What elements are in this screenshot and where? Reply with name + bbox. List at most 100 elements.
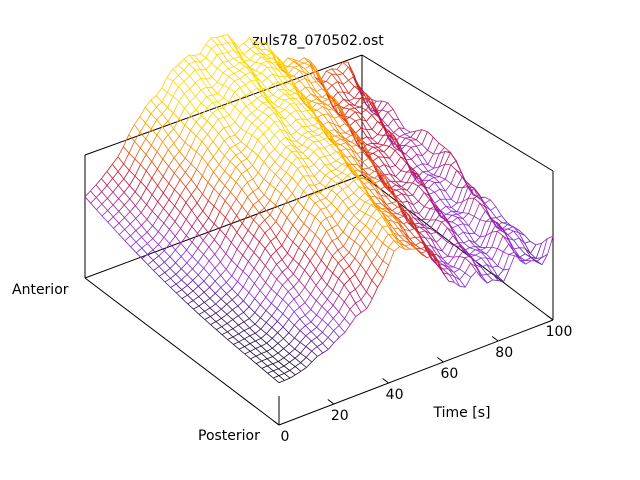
surface-line-time — [249, 340, 256, 344]
surface-line-position — [238, 46, 245, 56]
surface-line-time — [496, 215, 502, 219]
surface-line-time — [401, 182, 408, 188]
surface-line-position — [365, 253, 373, 263]
surface-line-position — [359, 220, 366, 226]
surface-line-position — [184, 124, 191, 131]
surface-line-time — [325, 163, 331, 166]
surface-line-time — [233, 341, 239, 345]
surface-line-time — [227, 336, 234, 340]
surface-line-time — [391, 200, 398, 204]
surface-line-time — [305, 309, 312, 316]
surface-line-time — [298, 253, 305, 265]
surface-line-time — [195, 102, 202, 110]
surface-line-position — [250, 91, 258, 99]
surface-line-position — [330, 170, 337, 177]
surface-line-time — [173, 118, 180, 129]
surface-line-position — [475, 254, 482, 259]
surface-line-position — [395, 189, 403, 194]
surface-line-time — [157, 158, 164, 170]
surface-line-time — [211, 44, 217, 49]
surface-line-time — [219, 185, 226, 195]
surface-line-position — [322, 343, 329, 350]
surface-line-time — [380, 177, 386, 182]
surface-line-time — [306, 116, 313, 121]
surface-line-time — [354, 264, 361, 275]
surface-line-time — [391, 206, 398, 212]
surface-line-time — [370, 208, 377, 217]
surface-line-time — [222, 76, 229, 86]
surface-line-time — [333, 325, 340, 331]
surface-line-time — [203, 246, 210, 255]
surface-line-position — [358, 178, 365, 189]
surface-line-position — [174, 235, 182, 244]
surface-line-time — [401, 193, 408, 196]
surface-line-time — [261, 60, 267, 64]
surface-line-time — [354, 246, 361, 259]
surface-line-time — [304, 65, 311, 70]
surface-line-time — [337, 245, 344, 251]
surface-line-time — [389, 165, 396, 168]
surface-line-position — [229, 147, 237, 156]
surface-line-position — [369, 182, 376, 191]
surface-line-time — [293, 65, 300, 68]
surface-line-position — [360, 119, 367, 130]
surface-line-time — [284, 89, 290, 91]
surface-line-position — [332, 272, 339, 279]
surface-line-position — [462, 197, 469, 203]
surface-line-position — [210, 316, 217, 322]
surface-line-time — [185, 179, 192, 187]
surface-line-position — [294, 324, 301, 331]
surface-line-position — [183, 81, 191, 90]
surface-line-time — [343, 278, 350, 286]
surface-line-position — [302, 158, 309, 168]
surface-line-time — [135, 225, 142, 231]
surface-line-time — [304, 277, 311, 288]
surface-line-position — [414, 228, 421, 238]
surface-line-position — [198, 296, 205, 303]
surface-line-time — [365, 216, 372, 226]
surface-line-time — [484, 199, 491, 204]
surface-line-time — [261, 351, 268, 354]
surface-line-time — [425, 230, 431, 235]
surface-line-position — [150, 113, 157, 121]
surface-line-position — [457, 225, 464, 233]
surface-line-position — [273, 103, 280, 108]
surface-line-time — [258, 207, 265, 213]
surface-line-time — [183, 54, 190, 60]
surface-line-time — [267, 94, 274, 98]
surface-line-time — [263, 168, 270, 180]
surface-line-position — [225, 217, 232, 225]
x-axis-tick — [491, 336, 499, 342]
surface-line-position — [365, 213, 372, 217]
surface-line-time — [332, 249, 339, 257]
surface-line-time — [123, 152, 130, 165]
surface-line-time — [359, 201, 366, 211]
surface-line-position — [381, 109, 388, 113]
surface-line-time — [117, 163, 124, 172]
surface-line-position — [342, 73, 349, 81]
surface-line-time — [360, 253, 367, 265]
surface-line-position — [292, 224, 299, 233]
surface-line-time — [508, 255, 515, 270]
surface-line-time — [424, 208, 431, 220]
surface-line-position — [429, 199, 436, 206]
surface-line-position — [418, 213, 425, 220]
surface-line-position — [150, 128, 158, 136]
surface-line-position — [508, 243, 515, 253]
surface-line-time — [383, 146, 390, 153]
surface-line-time — [262, 116, 269, 124]
surface-line-time — [153, 266, 160, 271]
surface-line-time — [272, 67, 279, 70]
surface-line-time — [326, 84, 333, 92]
surface-line-position — [292, 241, 299, 248]
surface-line-position — [452, 235, 460, 244]
surface-line-position — [141, 225, 148, 233]
surface-line-position — [370, 198, 377, 205]
surface-line-time — [333, 106, 340, 111]
surface-line-time — [327, 100, 334, 106]
surface-line-position — [409, 230, 416, 238]
surface-line-position — [150, 99, 157, 108]
surface-line-position — [468, 213, 475, 217]
surface-line-position — [304, 269, 311, 278]
surface-line-position — [323, 126, 330, 134]
